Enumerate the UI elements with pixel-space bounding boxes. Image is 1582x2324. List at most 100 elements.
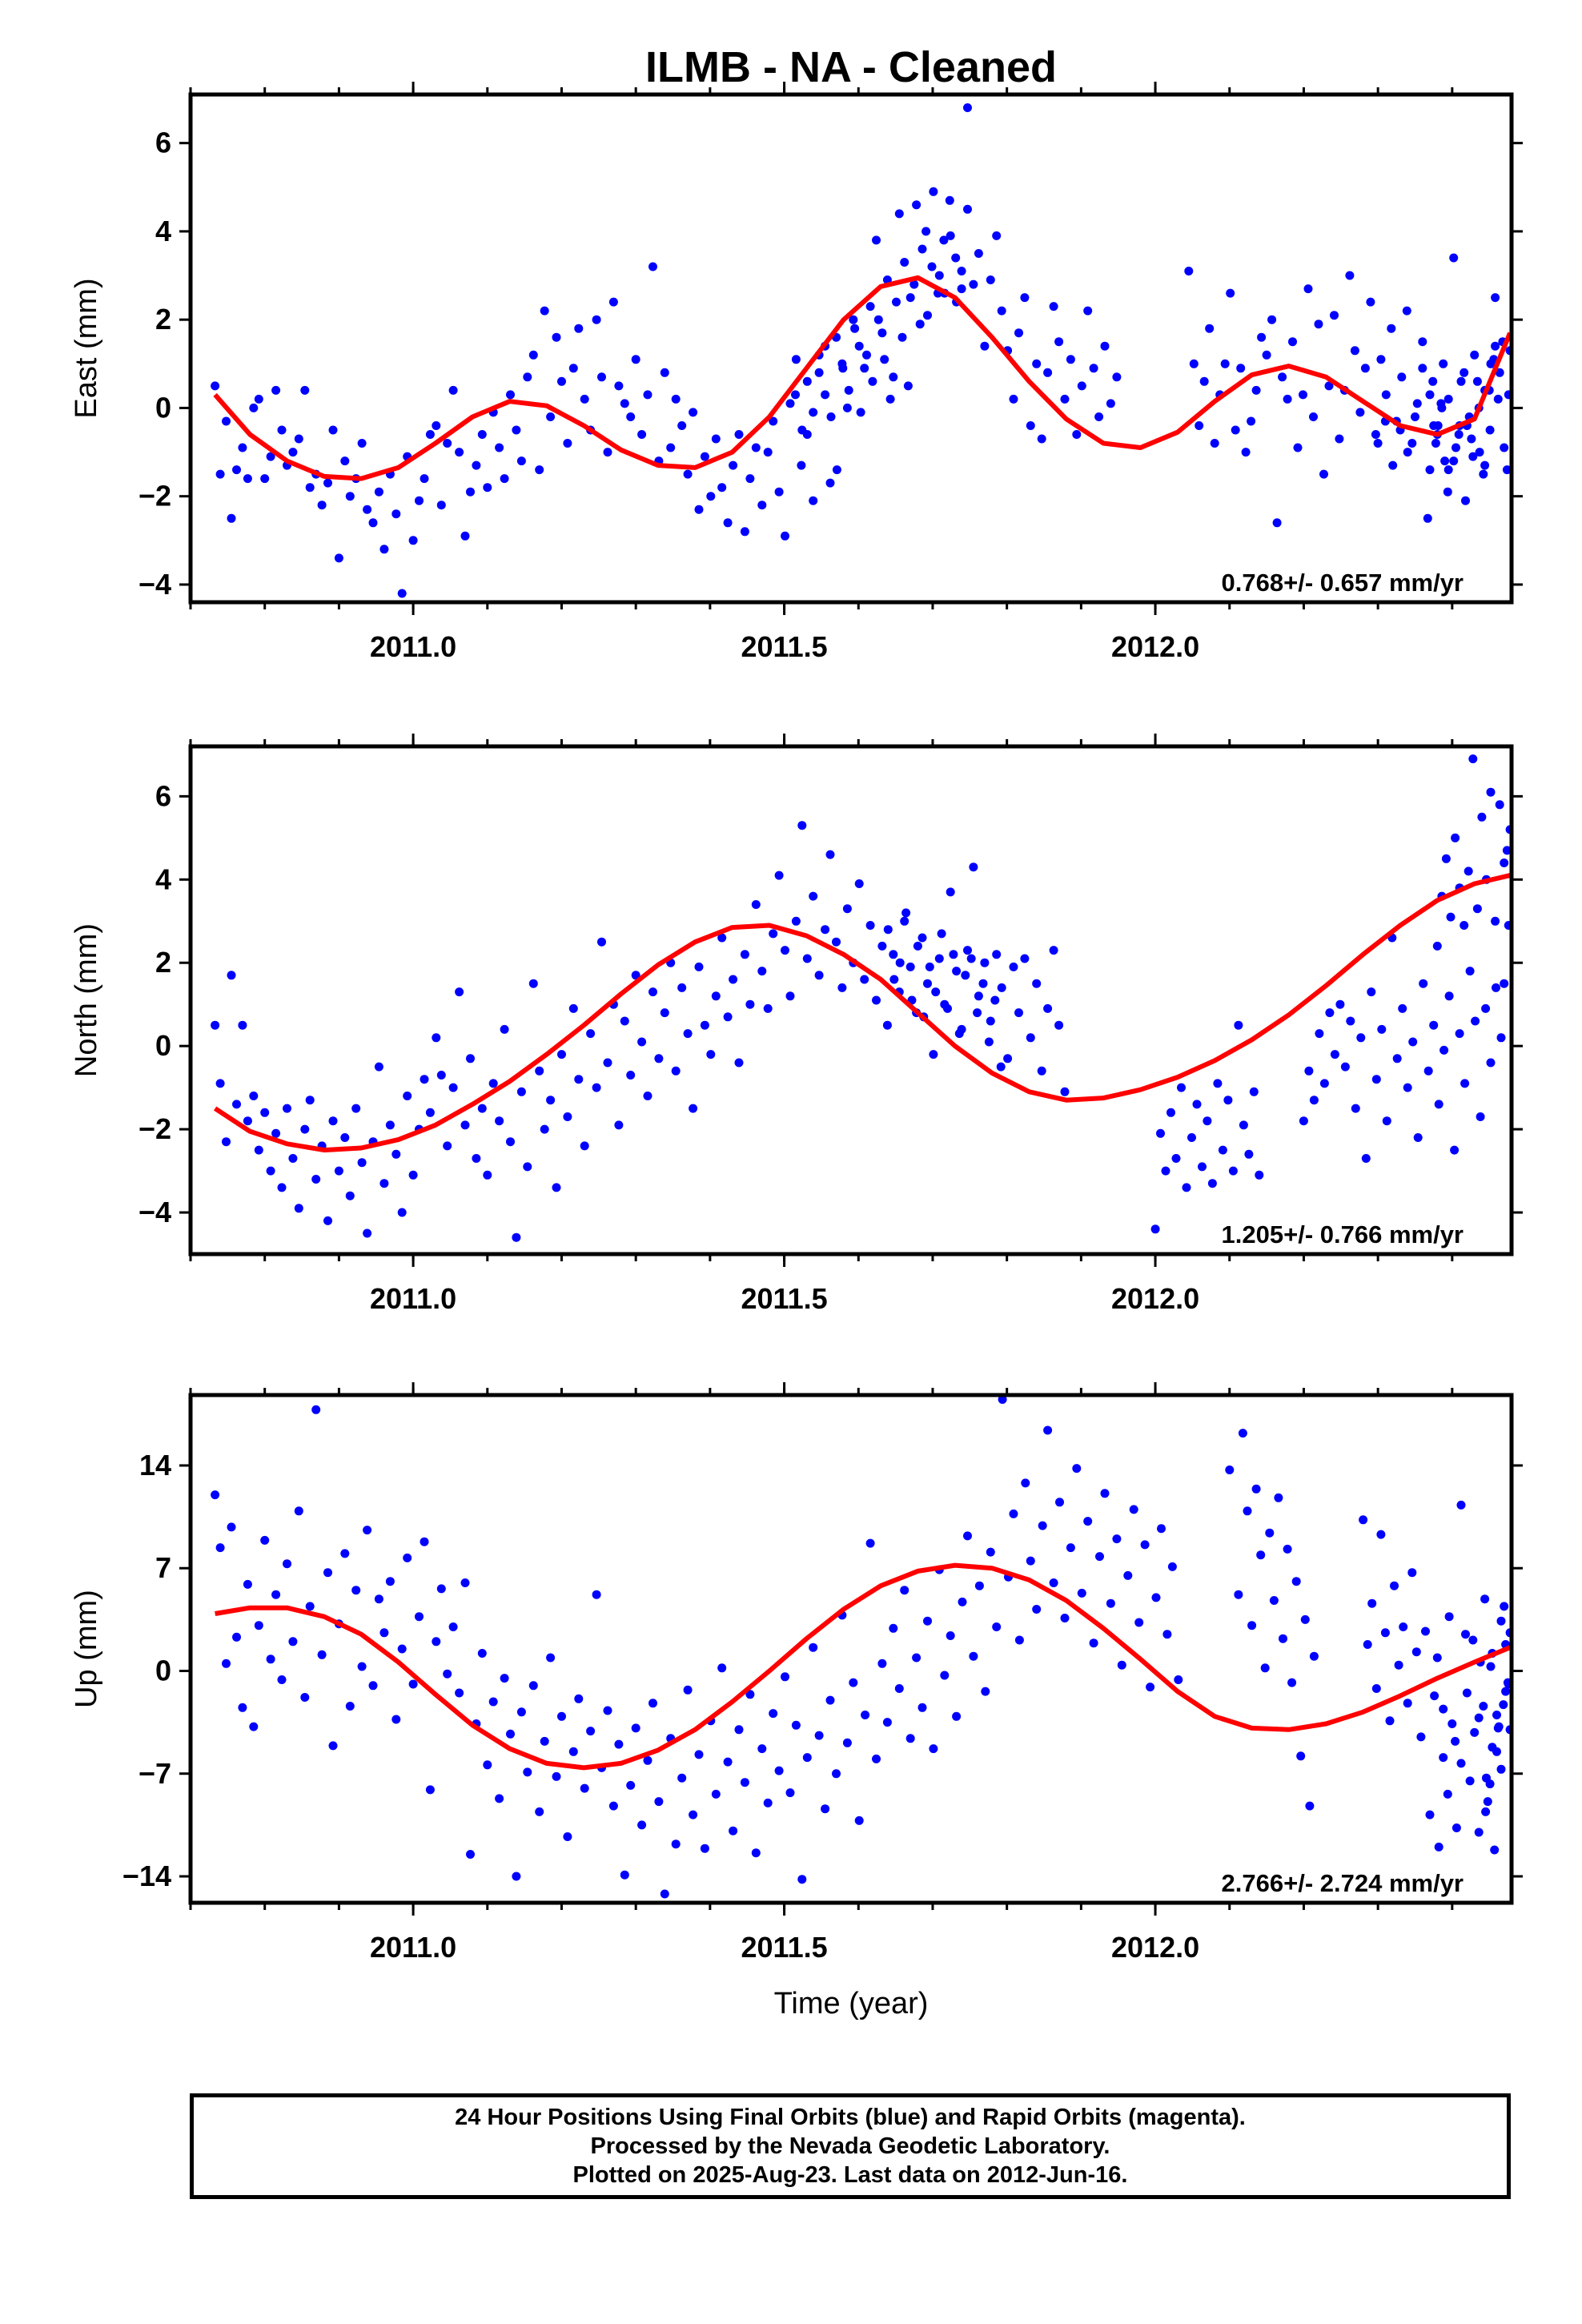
data-point xyxy=(1274,1493,1283,1502)
data-point xyxy=(1483,1797,1492,1807)
data-point xyxy=(917,244,927,254)
data-point xyxy=(1319,469,1328,479)
fit-curve xyxy=(213,873,1511,1153)
data-point xyxy=(751,900,761,909)
data-point xyxy=(757,501,767,510)
data-point xyxy=(1456,1500,1466,1510)
data-point xyxy=(540,1736,549,1746)
data-point xyxy=(826,412,836,421)
data-point xyxy=(1428,376,1438,386)
panel-1: −4 −2 0 2 4 6 2011.0 2011.5 2012.0 North (mm) 1.20… xyxy=(70,734,1523,1315)
data-point xyxy=(1095,1552,1104,1562)
data-point xyxy=(1416,1732,1426,1742)
data-point xyxy=(1100,1489,1110,1498)
data-point xyxy=(643,1092,652,1100)
data-point xyxy=(477,1104,487,1113)
data-point xyxy=(1300,1614,1310,1624)
data-point xyxy=(1482,1773,1491,1783)
data-point xyxy=(1234,1590,1243,1599)
data-point xyxy=(1083,1517,1093,1526)
data-point xyxy=(1493,1723,1503,1733)
data-point xyxy=(574,1075,584,1084)
data-point xyxy=(1296,1751,1306,1761)
data-point xyxy=(821,925,830,935)
data-point xyxy=(1309,1651,1319,1661)
data-point xyxy=(1198,1162,1207,1172)
data-point xyxy=(951,253,961,263)
data-point xyxy=(1171,1154,1181,1163)
data-point xyxy=(689,408,698,417)
data-point xyxy=(1345,271,1355,280)
data-point xyxy=(512,425,521,435)
data-point xyxy=(694,505,704,514)
data-point xyxy=(1247,1621,1257,1630)
data-point xyxy=(785,991,795,1001)
data-point xyxy=(1066,1543,1075,1553)
data-point xyxy=(1388,460,1398,470)
data-point xyxy=(929,1050,938,1059)
y-tick-label: 2 xyxy=(155,303,171,336)
data-point xyxy=(1355,408,1365,417)
data-point xyxy=(882,1020,892,1030)
data-point xyxy=(1472,904,1482,914)
data-point xyxy=(425,1108,435,1117)
data-point xyxy=(448,1622,458,1631)
data-point xyxy=(909,279,919,289)
data-point xyxy=(923,1616,932,1626)
data-point xyxy=(900,1586,909,1595)
y-tick-label: −2 xyxy=(139,1112,171,1145)
data-point xyxy=(580,1783,589,1793)
data-point xyxy=(1134,1618,1144,1627)
data-point xyxy=(849,1678,858,1687)
data-point xyxy=(334,1166,343,1176)
data-point xyxy=(1481,1807,1491,1816)
data-point xyxy=(954,1029,964,1039)
data-point xyxy=(1461,496,1470,505)
data-point xyxy=(232,465,241,475)
data-point xyxy=(856,408,865,417)
data-point xyxy=(1267,315,1277,324)
data-point xyxy=(1495,800,1504,810)
data-point xyxy=(1319,1079,1329,1088)
data-point xyxy=(620,399,629,408)
data-point xyxy=(865,921,875,930)
data-point xyxy=(671,394,681,404)
data-point xyxy=(614,1739,624,1749)
data-point xyxy=(1049,302,1058,312)
data-point xyxy=(844,385,853,395)
data-point xyxy=(495,1116,504,1126)
data-point xyxy=(791,1720,801,1730)
data-point xyxy=(283,1559,291,1569)
data-point xyxy=(1449,456,1459,466)
data-point xyxy=(1049,1578,1058,1587)
data-point xyxy=(1020,954,1030,963)
data-point xyxy=(626,412,636,421)
data-point xyxy=(516,456,526,466)
data-point xyxy=(557,376,566,386)
data-point xyxy=(495,443,504,452)
data-point xyxy=(580,1141,589,1151)
data-point xyxy=(1443,394,1453,404)
data-point xyxy=(1434,1100,1443,1109)
data-point xyxy=(1083,306,1093,316)
data-point xyxy=(1367,1598,1377,1608)
data-point xyxy=(923,311,932,320)
data-point xyxy=(420,1537,429,1546)
data-point xyxy=(1043,1425,1053,1435)
data-point xyxy=(472,1154,481,1163)
data-point xyxy=(271,1128,281,1138)
y-tick-label: −14 xyxy=(122,1860,171,1892)
data-point xyxy=(1325,1008,1335,1018)
data-point xyxy=(745,1690,755,1699)
data-point xyxy=(1129,1505,1138,1514)
data-point xyxy=(363,1526,372,1535)
data-point xyxy=(723,1757,733,1767)
data-point xyxy=(723,518,733,528)
footer-note-box: 24 Hour Positions Using Final Orbits (bl… xyxy=(190,2093,1511,2199)
data-point xyxy=(1376,355,1386,364)
data-point xyxy=(901,908,911,918)
data-point xyxy=(1425,465,1435,475)
data-point xyxy=(311,1405,321,1414)
data-point xyxy=(980,958,990,967)
data-point xyxy=(317,1650,327,1659)
